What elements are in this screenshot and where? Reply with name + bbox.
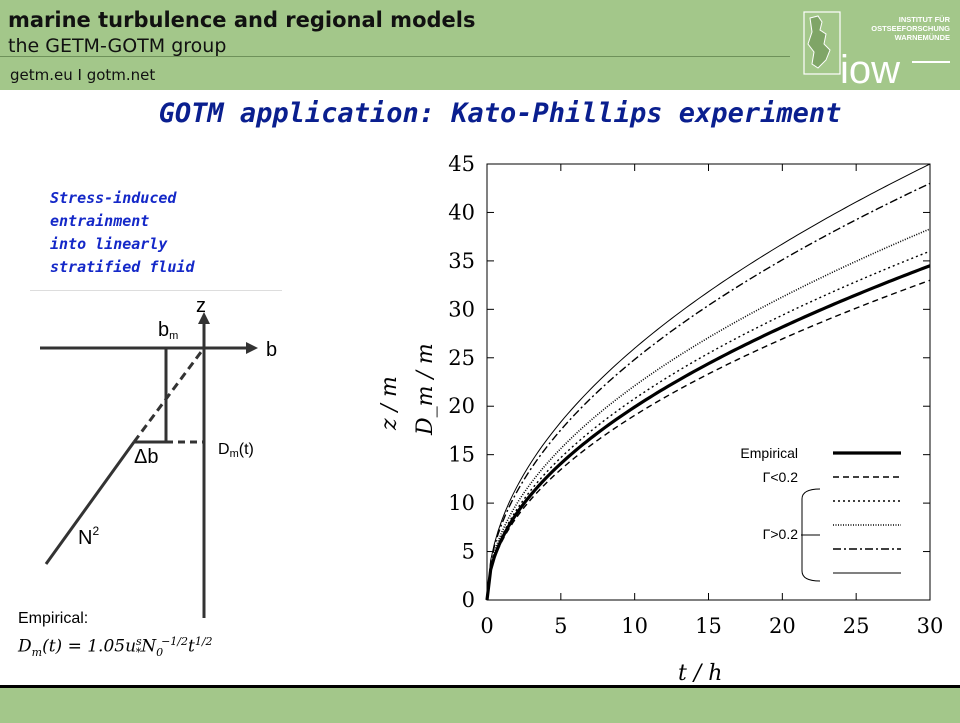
series-line-fine-dotted [486, 228, 931, 601]
description-line: stratified fluid [50, 258, 195, 276]
y-axis-label-faint: z / m [380, 376, 402, 431]
footer-bar [0, 685, 960, 723]
n2-profile-line [44, 441, 136, 565]
y-tick-label: 40 [448, 200, 475, 224]
series-line-dotted [486, 250, 931, 601]
y-tick-label: 10 [448, 491, 475, 515]
b-label: b [266, 339, 277, 361]
header-bar: marine turbulence and regional models th… [0, 0, 960, 90]
logo-wordmark: iow [840, 48, 900, 88]
legend-label-empirical: Empirical [740, 445, 798, 461]
y-tick-label: 0 [462, 588, 475, 612]
initial-profile-dashed [132, 347, 206, 443]
y-axis-label: D_m / m [413, 343, 438, 436]
header-divider [0, 56, 790, 57]
series-line-dashed [486, 279, 931, 601]
x-axis-label: t / h [678, 661, 722, 685]
y-tick-label: 30 [448, 297, 475, 321]
y-tick-label: 25 [448, 346, 475, 370]
stratification-diagram: z b bm Δb Dm(t) N2 [40, 295, 277, 618]
legend-label-gamma-low: Γ<0.2 [763, 469, 799, 485]
iow-logo: INSTITUT FÜR OSTSEEFORSCHUNG WARNEMÜNDE … [803, 11, 951, 88]
empirical-label: Empirical: [18, 610, 89, 627]
x-tick-label: 15 [695, 614, 722, 638]
x-tick-label: 20 [769, 614, 796, 638]
dm-label: Dm(t) [218, 441, 254, 460]
y-tick-label: 5 [462, 540, 475, 564]
chart-legend: Empirical Γ<0.2 Γ>0.2 [740, 445, 901, 582]
description-line: entrainment [50, 212, 150, 230]
logo-text-3: WARNEMÜNDE [895, 33, 950, 42]
header-title: marine turbulence and regional models [8, 8, 476, 32]
slide-title: GOTM application: Kato-Phillips experime… [158, 98, 842, 129]
y-tick-label: 15 [448, 443, 475, 467]
legend-label-gamma-high: Γ>0.2 [763, 526, 799, 542]
logo-text-2: OSTSEEFORSCHUNG [871, 24, 950, 33]
x-tick-label: 0 [480, 614, 493, 638]
series-line-thick-solid [485, 264, 931, 601]
x-tick-label: 30 [917, 614, 944, 638]
section-divider [30, 290, 282, 291]
y-tick-label: 45 [448, 152, 475, 176]
y-tick-label: 35 [448, 249, 475, 273]
bm-label: bm [158, 319, 178, 342]
b-arrowhead [246, 342, 258, 354]
header-subtitle: the GETM-GOTM group [8, 35, 227, 57]
description-line: into linearly [50, 235, 168, 253]
description-text: Stress-induced entrainment into linearly… [50, 187, 195, 279]
header-links[interactable]: getm.eu I gotm.net [10, 66, 156, 84]
delta-b-label: Δb [134, 446, 158, 468]
empirical-formula: Dm(t) = 1.05us*N0−1/2t1/2 [18, 635, 213, 660]
description-line: Stress-induced [50, 189, 177, 207]
x-tick-label: 5 [554, 614, 567, 638]
series-line-thin-solid [486, 163, 931, 601]
z-label: z [196, 295, 206, 317]
plot-frame [486, 163, 931, 601]
z-arrowhead [198, 312, 210, 324]
series-line-dash-dot [486, 182, 931, 601]
x-tick-label: 25 [843, 614, 870, 638]
x-tick-label: 10 [621, 614, 648, 638]
n2-label: N2 [78, 524, 99, 549]
y-tick-label: 20 [448, 394, 475, 418]
logo-text-1: INSTITUT FÜR [899, 15, 951, 24]
